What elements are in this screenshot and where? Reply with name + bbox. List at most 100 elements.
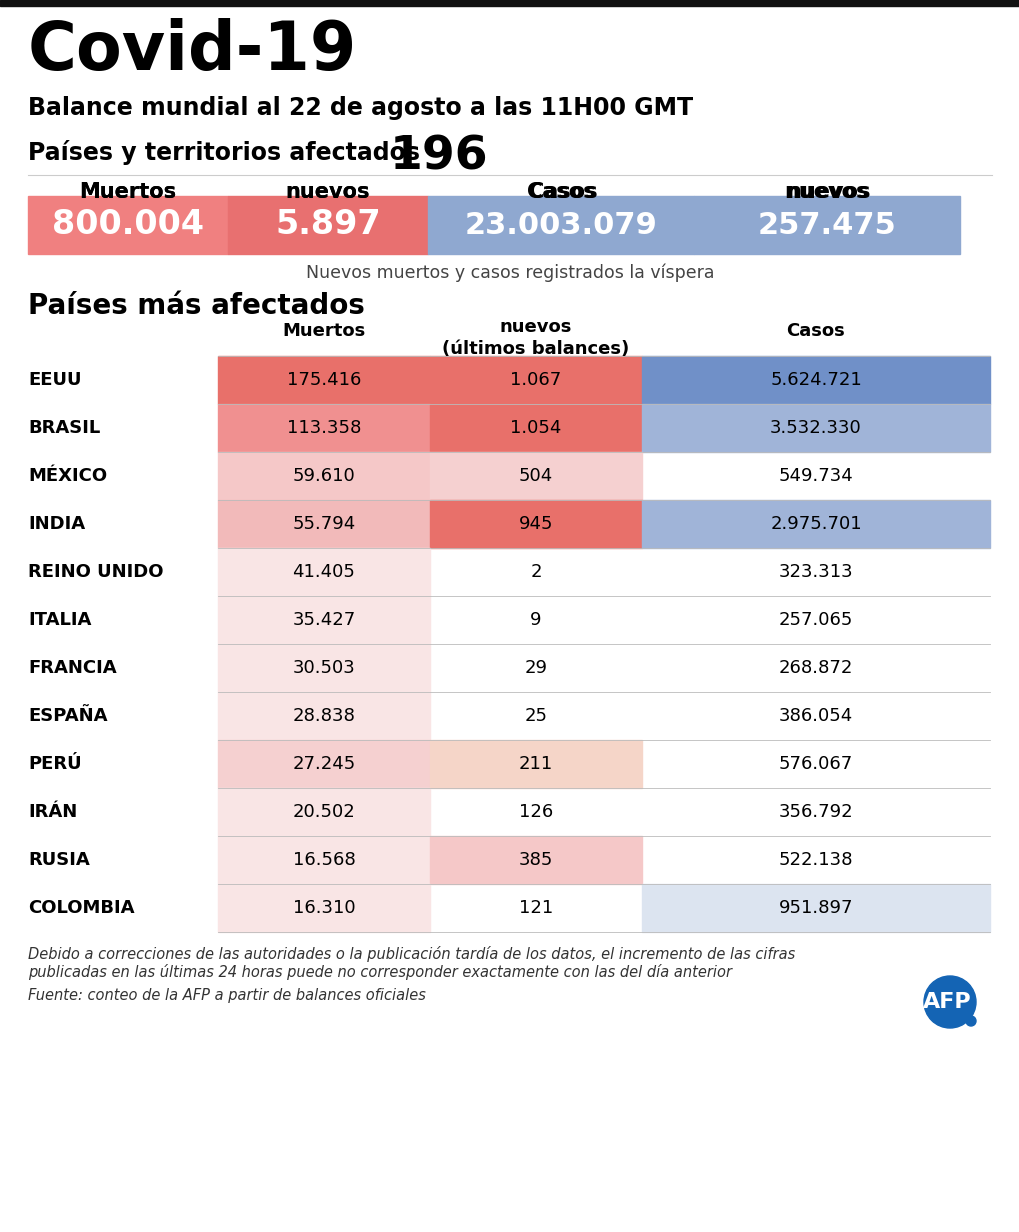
Circle shape	[965, 1016, 975, 1026]
Bar	[218, 500, 430, 548]
Circle shape	[923, 976, 975, 1027]
Text: 945: 945	[519, 515, 552, 533]
Text: 2.975.701: 2.975.701	[769, 515, 861, 533]
Text: 59.610: 59.610	[292, 467, 355, 485]
Bar	[430, 500, 641, 548]
Text: EEUU: EEUU	[28, 371, 82, 389]
Text: 1.054: 1.054	[510, 419, 561, 437]
Text: nuevos: nuevos	[786, 182, 870, 202]
Bar	[228, 196, 428, 254]
Text: 126: 126	[519, 803, 552, 821]
Bar	[218, 452, 430, 500]
Bar	[430, 740, 641, 788]
Bar	[641, 885, 989, 931]
Bar	[218, 596, 430, 644]
Text: ITALIA: ITALIA	[28, 611, 92, 630]
Text: 504: 504	[519, 467, 552, 485]
Text: BRASIL: BRASIL	[28, 419, 100, 437]
Text: 386.054: 386.054	[779, 707, 852, 724]
Text: 30.503: 30.503	[292, 659, 355, 678]
Text: Debido a correcciones de las autoridades o la publicación tardía de los datos, e: Debido a correcciones de las autoridades…	[28, 946, 795, 962]
Bar	[641, 500, 989, 548]
Text: 576.067: 576.067	[779, 755, 852, 772]
Text: publicadas en las últimas 24 horas puede no corresponder exactamente con las del: publicadas en las últimas 24 horas puede…	[28, 963, 732, 979]
Text: 800.004: 800.004	[52, 208, 204, 241]
Text: 41.405: 41.405	[292, 563, 355, 582]
Text: Casos: Casos	[528, 182, 597, 202]
Text: 1.067: 1.067	[510, 371, 561, 389]
Bar	[218, 404, 430, 452]
Text: 5.624.721: 5.624.721	[769, 371, 861, 389]
Bar	[218, 356, 430, 404]
Text: 175.416: 175.416	[286, 371, 361, 389]
Text: 113.358: 113.358	[286, 419, 361, 437]
Bar	[641, 404, 989, 452]
Text: Países y territorios afectados: Países y territorios afectados	[28, 140, 420, 165]
Bar	[430, 452, 641, 500]
Bar	[218, 837, 430, 885]
Text: INDIA: INDIA	[28, 515, 85, 533]
Bar	[430, 837, 641, 885]
Bar	[218, 740, 430, 788]
Text: 522.138: 522.138	[777, 851, 853, 869]
Text: 55.794: 55.794	[292, 515, 356, 533]
Text: 5.897: 5.897	[275, 208, 380, 241]
Text: 196: 196	[389, 136, 488, 180]
Text: 25: 25	[524, 707, 547, 724]
Bar	[430, 404, 641, 452]
Text: AFP: AFP	[922, 992, 970, 1011]
Text: 549.734: 549.734	[777, 467, 853, 485]
Text: nuevos: nuevos	[285, 182, 370, 202]
Text: Muertos: Muertos	[79, 182, 176, 202]
Text: 211: 211	[519, 755, 552, 772]
Bar	[428, 196, 693, 254]
Text: 2: 2	[530, 563, 541, 582]
Text: ESPAÑA: ESPAÑA	[28, 707, 107, 724]
Bar	[218, 885, 430, 931]
Text: 356.792: 356.792	[777, 803, 853, 821]
Text: 29: 29	[524, 659, 547, 678]
Bar	[641, 356, 989, 404]
Text: 16.310: 16.310	[292, 899, 355, 917]
Text: 35.427: 35.427	[292, 611, 356, 630]
Text: 28.838: 28.838	[292, 707, 355, 724]
Bar	[0, 0, 1019, 6]
Text: Balance mundial al 22 de agosto a las 11H00 GMT: Balance mundial al 22 de agosto a las 11…	[28, 96, 693, 120]
Text: RUSIA: RUSIA	[28, 851, 90, 869]
Text: Casos: Casos	[526, 182, 595, 202]
Text: 121: 121	[519, 899, 552, 917]
Text: 9: 9	[530, 611, 541, 630]
Text: PERÚ: PERÚ	[28, 755, 82, 772]
Text: 268.872: 268.872	[779, 659, 852, 678]
Text: 16.568: 16.568	[292, 851, 355, 869]
Text: IRÁN: IRÁN	[28, 803, 77, 821]
Bar	[218, 692, 430, 740]
Bar	[28, 196, 228, 254]
Text: Fuente: conteo de la AFP a partir de balances oficiales: Fuente: conteo de la AFP a partir de bal…	[28, 988, 426, 1003]
Text: 23.003.079: 23.003.079	[464, 211, 657, 239]
Text: 27.245: 27.245	[292, 755, 356, 772]
Bar	[218, 788, 430, 837]
Bar	[218, 644, 430, 692]
Text: Muertos: Muertos	[282, 322, 365, 340]
Text: 20.502: 20.502	[292, 803, 355, 821]
Text: Países más afectados: Países más afectados	[28, 292, 365, 320]
Text: 323.313: 323.313	[777, 563, 853, 582]
Text: 385: 385	[519, 851, 552, 869]
Text: nuevos
(últimos balances): nuevos (últimos balances)	[442, 318, 629, 359]
Text: nuevos: nuevos	[784, 182, 868, 202]
Text: 951.897: 951.897	[777, 899, 853, 917]
Bar	[430, 356, 641, 404]
Text: Covid-19: Covid-19	[28, 18, 357, 84]
Text: 257.475: 257.475	[757, 211, 896, 239]
Bar	[693, 196, 959, 254]
Text: FRANCIA: FRANCIA	[28, 659, 116, 678]
Text: MÉXICO: MÉXICO	[28, 467, 107, 485]
Text: REINO UNIDO: REINO UNIDO	[28, 563, 163, 582]
Text: Casos: Casos	[786, 322, 845, 340]
Text: Muertos: Muertos	[79, 182, 176, 202]
Text: Nuevos muertos y casos registrados la víspera: Nuevos muertos y casos registrados la ví…	[306, 264, 713, 282]
Text: 3.532.330: 3.532.330	[769, 419, 861, 437]
Text: 257.065: 257.065	[779, 611, 852, 630]
Bar	[218, 548, 430, 596]
